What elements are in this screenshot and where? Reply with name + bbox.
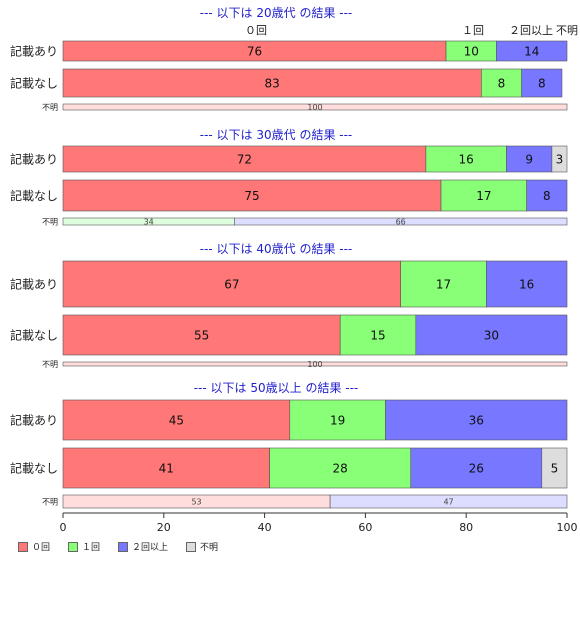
bar-segment	[62, 68, 482, 98]
row-label: 不明	[42, 498, 58, 507]
bar-segment	[62, 260, 401, 308]
bar-value-label: 75	[244, 189, 259, 203]
legend-item-unknown: 不明	[186, 540, 218, 553]
bar-segment	[506, 145, 553, 173]
bar-segment	[496, 40, 568, 62]
legend-item-two-plus: ２回以上	[118, 540, 168, 553]
legend-item-zero: ０回	[18, 540, 50, 553]
bar-value-label: 55	[194, 329, 209, 343]
bar-value-label: 36	[469, 414, 484, 428]
bar-segment	[62, 399, 291, 441]
row-label: 記載なし	[10, 76, 58, 91]
row-label: 記載なし	[10, 328, 58, 343]
row-label: 記載なし	[10, 188, 58, 203]
bar-value-label: 76	[247, 45, 262, 59]
bar-segment	[486, 260, 568, 308]
bar-segment	[62, 103, 568, 111]
bar-segment	[385, 399, 568, 441]
bar-segment	[62, 145, 427, 173]
group-title: --- 以下は 30歳代 の結果 ---	[200, 128, 353, 142]
bar-value-label: 26	[469, 462, 484, 476]
row-label: 記載あり	[10, 152, 58, 167]
column-header-zero: ０回	[245, 24, 267, 37]
bar-segment	[269, 447, 412, 489]
bar-segment	[234, 217, 568, 226]
bar-value-label: 19	[330, 414, 345, 428]
bar-value-label: 41	[159, 462, 174, 476]
bar-value-label: 5	[551, 462, 559, 476]
chart-legend: ０回 １回 ２回以上 不明	[18, 540, 218, 553]
bar-segment	[551, 145, 568, 173]
bar-segment	[62, 179, 442, 212]
bar-value-label: 45	[169, 414, 184, 428]
bar-segment	[481, 68, 522, 98]
bar-value-label: 8	[498, 77, 506, 91]
bar-segment	[62, 447, 270, 489]
bar-segment	[415, 314, 568, 356]
legend-label-zero: ０回	[32, 543, 51, 553]
x-tick-label: 80	[459, 521, 473, 534]
bar-segment	[329, 494, 568, 509]
bar-value-label: 14	[524, 45, 539, 59]
x-tick-label: 40	[258, 521, 272, 534]
group-title: --- 以下は 40歳代 の結果 ---	[200, 242, 353, 256]
bar-value-label: 83	[265, 77, 280, 91]
bar-value-label: 16	[459, 153, 474, 167]
legend-label-two-plus: ２回以上	[132, 543, 169, 553]
row-label: 記載なし	[10, 461, 58, 476]
x-tick-label: 100	[557, 521, 578, 534]
bar-value-label: 100	[307, 360, 322, 369]
bar-value-label: 10	[464, 45, 479, 59]
bar-segment	[289, 399, 386, 441]
legend-swatch-zero	[18, 541, 28, 552]
bar-value-label: 30	[484, 329, 499, 343]
bar-value-label: 17	[436, 278, 451, 292]
row-label: 不明	[42, 103, 58, 112]
x-tick-label: 0	[60, 521, 67, 534]
legend-label-unknown: 不明	[200, 543, 219, 553]
bar-value-label: 66	[396, 218, 406, 227]
bar-value-label: 3	[556, 153, 564, 167]
bar-segment	[400, 260, 487, 308]
bar-value-label: 47	[443, 498, 453, 507]
bar-segment	[541, 447, 568, 489]
bar-value-label: 34	[144, 218, 154, 227]
bar-segment	[521, 68, 563, 98]
bar-segment	[62, 314, 341, 356]
bar-segment	[526, 179, 568, 212]
row-label: 記載あり	[10, 413, 58, 428]
bar-segment	[339, 314, 417, 356]
bar-value-label: 17	[476, 189, 491, 203]
x-tick-label: 60	[358, 521, 372, 534]
bar-value-label: 100	[307, 103, 322, 112]
row-label: 不明	[42, 360, 58, 369]
bar-value-label: 53	[191, 498, 201, 507]
bar-segment	[440, 179, 527, 212]
row-label: 記載あり	[10, 44, 58, 59]
legend-label-one: １回	[82, 543, 101, 553]
row-label: 記載あり	[10, 277, 58, 292]
group-title: --- 以下は 50歳以上 の結果 ---	[194, 381, 359, 395]
bar-segment	[410, 447, 543, 489]
legend-item-one: １回	[68, 540, 100, 553]
legend-swatch-two-plus	[118, 541, 129, 552]
bar-value-label: 8	[543, 189, 551, 203]
row-label: 不明	[42, 218, 58, 227]
bar-value-label: 67	[224, 278, 239, 292]
bar-value-label: 9	[525, 153, 533, 167]
bar-value-label: 15	[370, 329, 385, 343]
bar-segment	[62, 361, 568, 367]
legend-swatch-one	[68, 541, 79, 552]
group-title: --- 以下は 20歳代 の結果 ---	[200, 6, 353, 20]
bar-value-label: 16	[519, 278, 534, 292]
bar-value-label: 28	[333, 462, 348, 476]
bar-value-label: 8	[538, 77, 546, 91]
bar-value-label: 72	[237, 153, 252, 167]
x-tick-label: 20	[157, 521, 171, 534]
column-header-two-plus: ２回以上	[509, 24, 553, 37]
column-header-unknown: 不明	[556, 24, 578, 37]
column-header-one: １回	[462, 24, 484, 37]
legend-swatch-unknown	[186, 541, 197, 552]
